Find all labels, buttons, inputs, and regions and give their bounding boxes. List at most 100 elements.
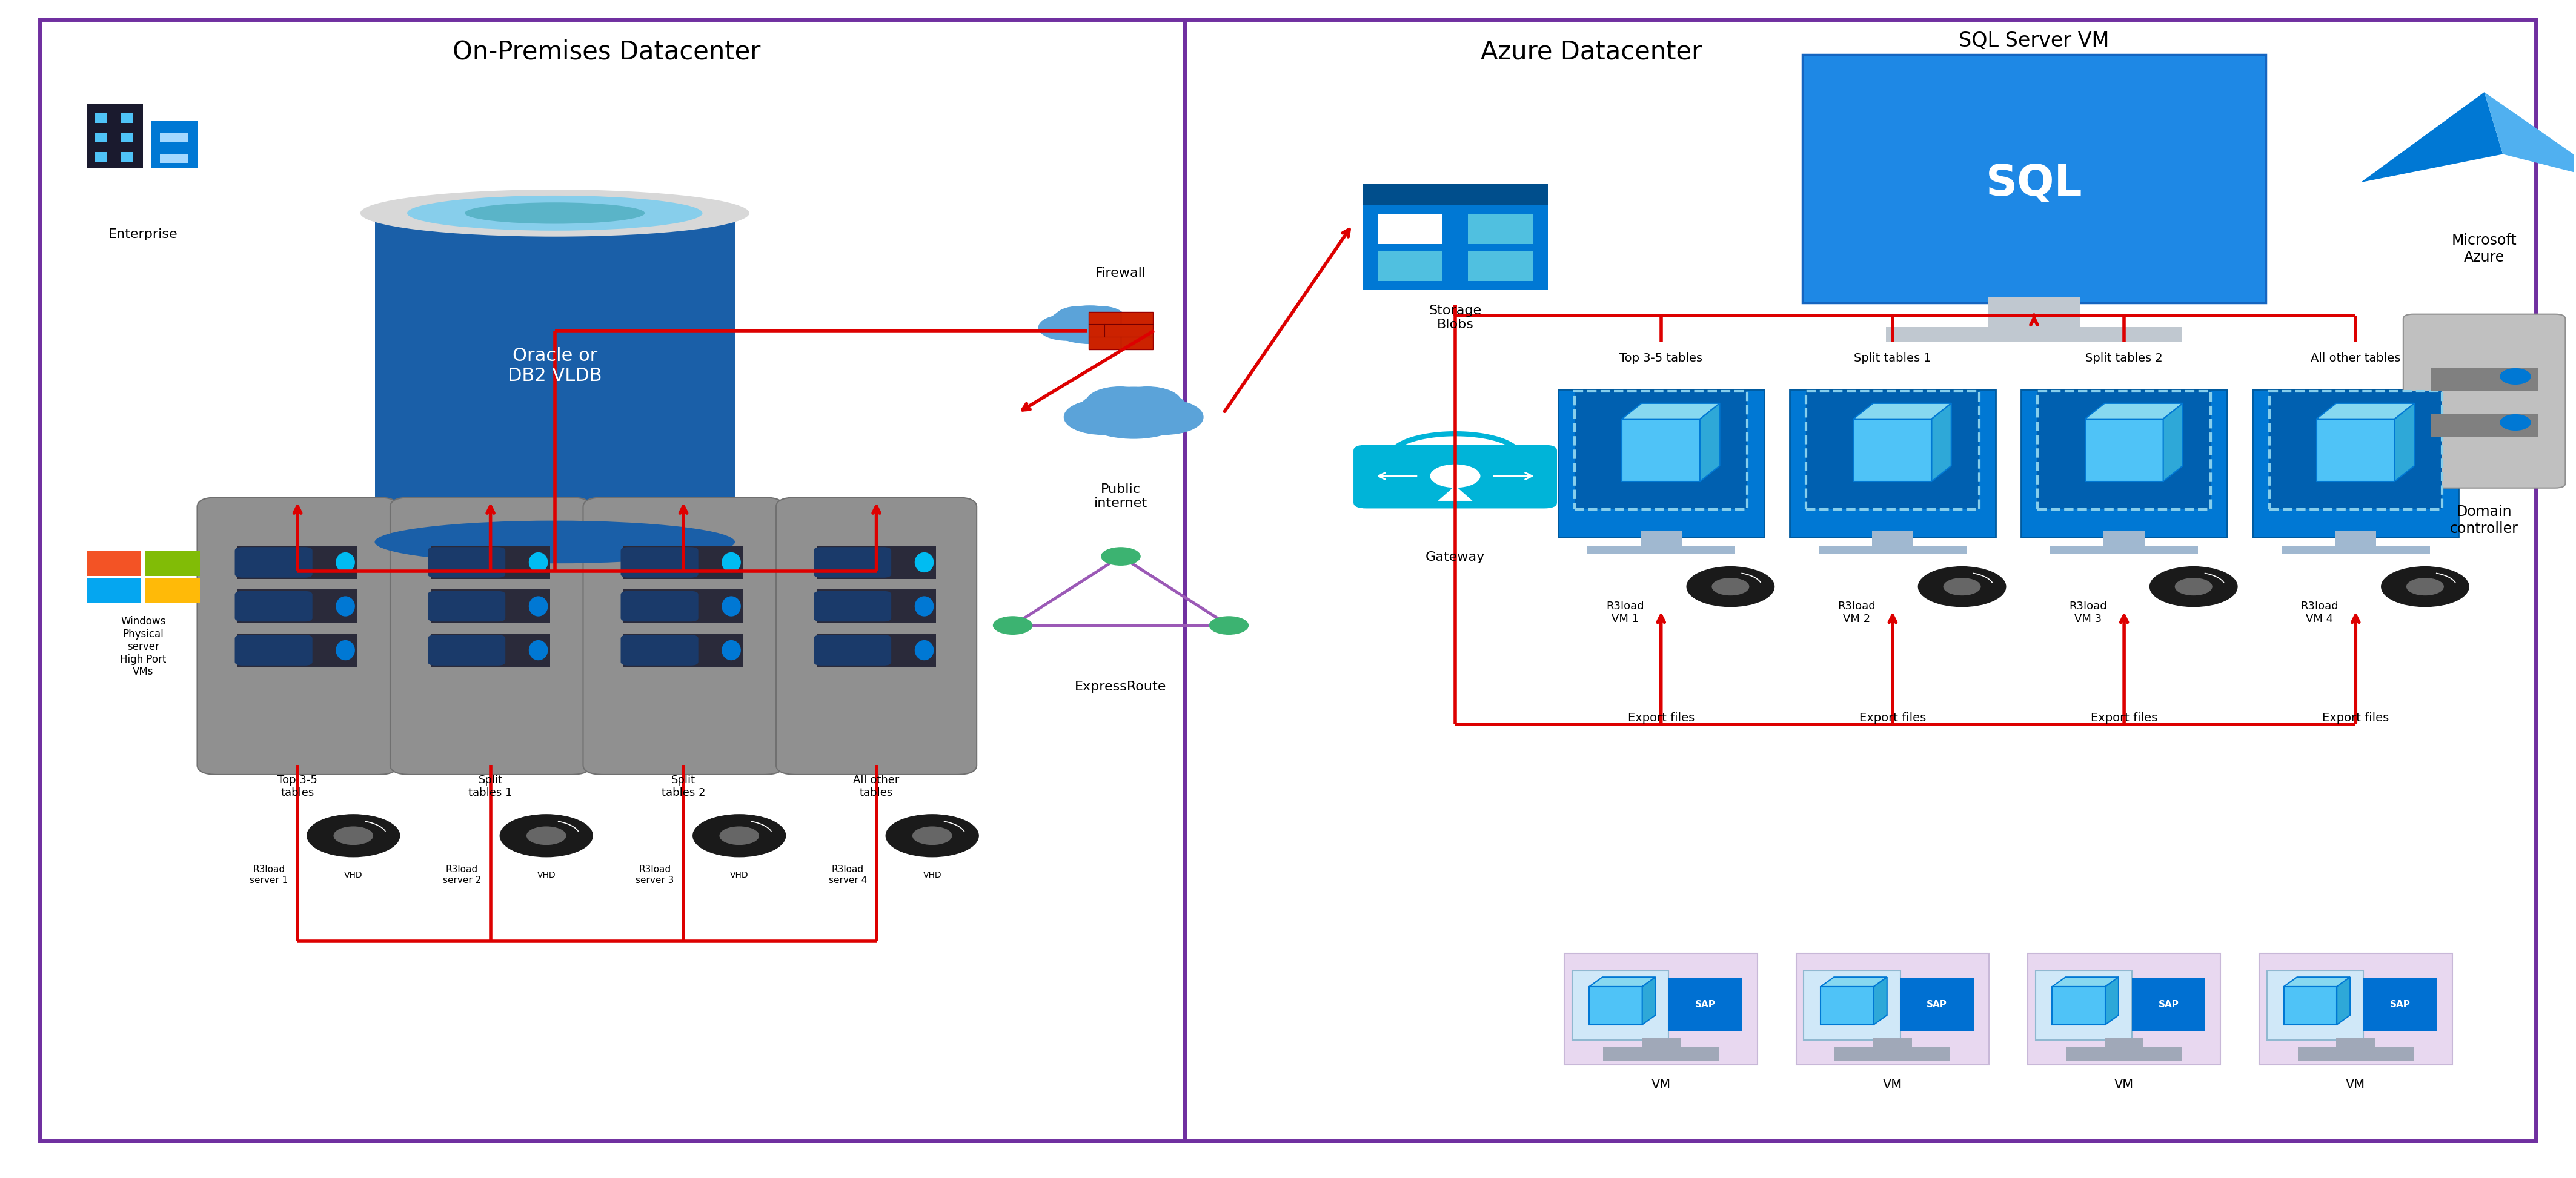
FancyBboxPatch shape (1378, 251, 1443, 282)
FancyBboxPatch shape (1795, 953, 1989, 1065)
FancyBboxPatch shape (374, 213, 734, 542)
Text: VM: VM (2115, 1079, 2133, 1091)
Circle shape (1087, 386, 1154, 418)
FancyBboxPatch shape (428, 635, 505, 666)
Circle shape (1084, 315, 1141, 340)
FancyBboxPatch shape (2334, 531, 2375, 550)
Text: Export files: Export files (2321, 713, 2388, 723)
FancyBboxPatch shape (237, 634, 358, 667)
Text: Top 3-5 tables: Top 3-5 tables (1620, 352, 1703, 364)
FancyBboxPatch shape (2035, 971, 2133, 1040)
Text: All other tables: All other tables (2311, 352, 2401, 364)
FancyBboxPatch shape (1574, 391, 1747, 509)
Ellipse shape (464, 203, 644, 224)
FancyBboxPatch shape (2362, 978, 2437, 1031)
Text: VM: VM (1651, 1079, 1672, 1091)
FancyBboxPatch shape (2432, 415, 2537, 437)
Ellipse shape (335, 640, 355, 661)
Polygon shape (2396, 403, 2414, 482)
FancyBboxPatch shape (1589, 986, 1643, 1025)
Circle shape (1056, 306, 1105, 329)
Circle shape (307, 814, 399, 856)
FancyBboxPatch shape (1790, 389, 1996, 537)
FancyBboxPatch shape (1901, 978, 1973, 1031)
FancyBboxPatch shape (623, 545, 744, 580)
FancyBboxPatch shape (817, 589, 935, 623)
Text: Enterprise: Enterprise (108, 229, 178, 240)
Ellipse shape (721, 596, 742, 616)
Text: On-Premises Datacenter: On-Premises Datacenter (453, 39, 760, 65)
Circle shape (1126, 399, 1203, 435)
FancyBboxPatch shape (1074, 408, 1193, 426)
FancyBboxPatch shape (95, 152, 108, 161)
Polygon shape (1932, 403, 1950, 482)
FancyBboxPatch shape (1641, 1038, 1680, 1050)
Circle shape (1074, 306, 1126, 329)
Circle shape (2151, 567, 2239, 607)
Ellipse shape (335, 552, 355, 573)
FancyBboxPatch shape (1602, 1047, 1718, 1060)
Text: Gateway: Gateway (1425, 551, 1484, 563)
Circle shape (2406, 578, 2445, 595)
Circle shape (886, 814, 979, 856)
FancyBboxPatch shape (234, 591, 312, 622)
Text: Split tables 1: Split tables 1 (1855, 352, 1932, 364)
Text: Export files: Export files (1860, 713, 1927, 723)
Ellipse shape (335, 596, 355, 616)
FancyBboxPatch shape (1352, 445, 1556, 509)
Circle shape (693, 814, 786, 856)
Circle shape (1945, 578, 1981, 595)
FancyBboxPatch shape (1571, 971, 1669, 1040)
Ellipse shape (914, 640, 933, 661)
Polygon shape (2105, 977, 2117, 1025)
Ellipse shape (528, 596, 549, 616)
FancyBboxPatch shape (775, 497, 976, 775)
FancyBboxPatch shape (817, 634, 935, 667)
Circle shape (2174, 578, 2213, 595)
Text: VM: VM (2347, 1079, 2365, 1091)
FancyBboxPatch shape (430, 545, 551, 580)
FancyBboxPatch shape (1363, 184, 1548, 290)
Text: R3load
server 4: R3load server 4 (829, 865, 868, 885)
Circle shape (912, 827, 951, 845)
FancyBboxPatch shape (2316, 419, 2396, 482)
FancyBboxPatch shape (88, 104, 144, 168)
FancyBboxPatch shape (88, 551, 142, 576)
Circle shape (1077, 388, 1190, 438)
Ellipse shape (407, 196, 703, 231)
Text: Microsoft
Azure: Microsoft Azure (2452, 233, 2517, 264)
Circle shape (1687, 567, 1775, 607)
FancyBboxPatch shape (2282, 545, 2429, 554)
Ellipse shape (528, 640, 549, 661)
FancyBboxPatch shape (234, 547, 312, 577)
FancyBboxPatch shape (1803, 54, 2267, 303)
Circle shape (1038, 315, 1095, 340)
Text: R3load
server 2: R3load server 2 (443, 865, 482, 885)
Text: R3load
server 3: R3load server 3 (636, 865, 675, 885)
FancyBboxPatch shape (2050, 545, 2197, 554)
Text: SAP: SAP (2159, 1000, 2179, 1010)
Text: Split tables 2: Split tables 2 (2087, 352, 2164, 364)
FancyBboxPatch shape (41, 19, 1185, 1141)
FancyBboxPatch shape (389, 497, 590, 775)
Text: VHD: VHD (922, 871, 940, 880)
Text: All other
tables: All other tables (853, 775, 899, 798)
FancyBboxPatch shape (2269, 391, 2442, 509)
Text: VM: VM (1883, 1079, 1901, 1091)
Polygon shape (1437, 485, 1473, 501)
FancyBboxPatch shape (234, 635, 312, 666)
Polygon shape (2360, 92, 2504, 183)
FancyBboxPatch shape (1587, 545, 1736, 554)
FancyBboxPatch shape (1090, 312, 1154, 350)
FancyBboxPatch shape (152, 121, 198, 168)
Polygon shape (2164, 403, 2182, 482)
Text: Firewall: Firewall (1095, 267, 1146, 279)
FancyBboxPatch shape (428, 591, 505, 622)
FancyBboxPatch shape (2403, 315, 2566, 488)
FancyBboxPatch shape (1564, 953, 1757, 1065)
Text: Split
tables 1: Split tables 1 (469, 775, 513, 798)
FancyBboxPatch shape (1821, 986, 1873, 1025)
Text: R3load
VM 1: R3load VM 1 (1605, 601, 1643, 624)
Text: Export files: Export files (2092, 713, 2159, 723)
Circle shape (1919, 567, 2007, 607)
